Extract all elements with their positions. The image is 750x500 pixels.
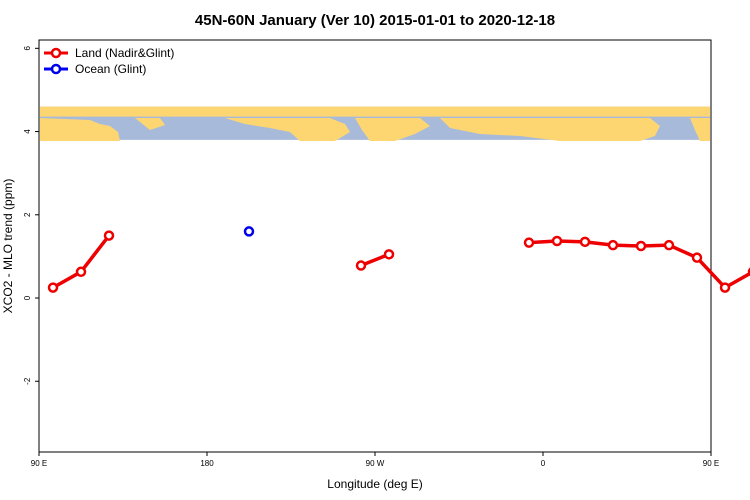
series-layer [47,226,750,293]
series-line [52,234,111,290]
series-line [528,239,750,290]
y-tick-label: -2 [23,377,32,385]
legend-label-land: Land (Nadir&Glint) [75,46,174,60]
data-point [607,239,619,251]
data-point [47,282,59,293]
x-tick-label: 90 W [366,459,385,468]
data-point [243,226,255,237]
x-tick-label: 180 [200,459,214,468]
legend: Land (Nadir&Glint) Ocean (Glint) [44,46,174,76]
data-point [719,282,731,293]
map-land-strip [40,106,710,117]
x-tick-label: 0 [541,459,546,468]
data-point [103,230,115,241]
map-land-shapes [40,118,710,141]
legend-item-land: Land (Nadir&Glint) [44,46,174,60]
legend-marker-ocean [50,63,62,75]
y-tick-label: 2 [23,212,32,217]
data-point [75,266,87,278]
x-tick-label: 90 E [31,459,47,468]
data-point [663,239,675,251]
legend-marker-land [50,47,62,59]
chart-title: 45N-60N January (Ver 10) 2015-01-01 to 2… [195,12,555,29]
legend-label-ocean: Ocean (Glint) [75,62,146,76]
data-point [383,249,395,260]
series-ocean [243,226,255,237]
data-point [355,260,367,271]
world-map-band [40,106,710,141]
x-axis: 90 E 180 90 W 0 90 E [31,452,719,468]
data-point [523,237,535,248]
y-axis-label: XCO2 - MLO trend (ppm) [1,179,15,314]
data-point [691,252,703,263]
y-axis: -2 0 2 4 6 [23,46,39,385]
y-tick-label: 6 [23,46,32,51]
legend-item-ocean: Ocean (Glint) [44,62,146,76]
data-point [635,240,647,252]
y-tick-label: 4 [23,129,32,134]
y-tick-label: 0 [23,295,32,300]
x-tick-label: 90 E [703,459,719,468]
series-land [47,230,750,293]
x-axis-label: Longitude (deg E) [327,477,422,491]
data-point [551,235,563,247]
data-point [579,236,591,248]
